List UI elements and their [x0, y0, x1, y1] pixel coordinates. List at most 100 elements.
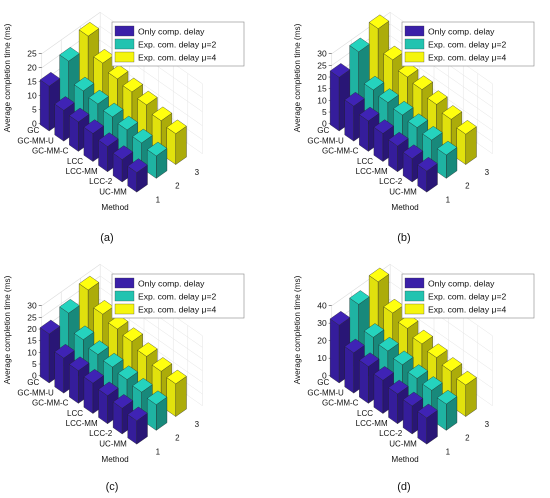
bar-face: [78, 22, 100, 37]
z-tick-label: 25: [317, 60, 327, 70]
z-tick-label: 30: [27, 301, 37, 311]
method-axis-label: Method: [101, 455, 129, 464]
legend-entry: Exp. com. delay μ=4: [428, 53, 506, 63]
bar-face: [117, 365, 139, 380]
bar-uc-mm-series-2: [436, 140, 458, 179]
bar-face: [151, 357, 173, 372]
depth-tick-label: 1: [446, 447, 451, 456]
bar-uc-mm-series-3: [456, 370, 477, 417]
bar-face: [112, 145, 134, 160]
method-axis-label: Method: [391, 203, 419, 212]
bar-face: [69, 364, 79, 404]
depth-tick-label: 3: [485, 420, 490, 429]
z-tick-label: 0: [322, 119, 327, 129]
method-tick-label: LCC-MM: [66, 419, 98, 428]
bar-face: [98, 132, 119, 147]
legend-entry: Only comp. delay: [138, 279, 205, 289]
method-tick-label: LCC: [357, 157, 373, 166]
bar-uc-mm-series-2: [436, 389, 458, 431]
bar-face: [39, 72, 61, 87]
method-tick-label: GC-MM-C: [322, 399, 359, 408]
method-tick-label: GC-MM-U: [307, 388, 344, 397]
z-tick-label: 25: [27, 49, 37, 59]
z-tick-label: 30: [317, 318, 327, 328]
bar-uc-mm-series-3: [456, 120, 477, 165]
depth-tick-label: 2: [175, 182, 180, 191]
z-tick-label: 5: [322, 107, 327, 117]
bar-face: [39, 327, 50, 384]
z-tick-label: 5: [32, 105, 37, 115]
bar-face: [422, 376, 443, 391]
bar-face: [393, 350, 414, 365]
gridline-z: [41, 12, 101, 54]
bar-face: [54, 351, 64, 394]
z-tick-label: 15: [27, 336, 37, 346]
legend-entry: Exp. com. delay μ=2: [138, 40, 216, 50]
z-tick-label: 5: [32, 359, 37, 369]
bar-face: [402, 391, 424, 407]
bar-face: [137, 342, 158, 357]
legend-entry: Exp. com. delay μ=4: [428, 305, 506, 315]
z-tick-label: 20: [317, 72, 327, 82]
legend: Only comp. delay Exp. com. delay μ=2 Exp. …: [111, 21, 245, 67]
method-tick-label: LCC-2: [379, 177, 403, 186]
bar-face: [427, 343, 448, 358]
method-tick-label: GC: [27, 378, 39, 387]
bar-uc-mm-series-3: [166, 119, 187, 165]
bar-face: [359, 359, 369, 404]
method-tick-label: LCC-MM: [356, 419, 388, 428]
bar-face: [127, 158, 148, 173]
bar-face: [412, 329, 433, 345]
depth-tick-label: 2: [465, 182, 470, 191]
bar-face: [329, 70, 340, 132]
panel-caption: (a): [100, 232, 113, 244]
bar-face: [436, 140, 458, 156]
z-tick-label: 10: [317, 95, 327, 105]
method-tick-label: GC-MM-C: [32, 147, 69, 156]
bar-face: [39, 319, 61, 335]
method-tick-label: LCC: [67, 157, 83, 166]
y-axis-label: Average completion time (ms): [3, 23, 12, 132]
bar-gc-mm-u-series-1: [54, 96, 75, 142]
legend-entry: Only comp. delay: [428, 27, 495, 37]
z-tick-label: 20: [317, 336, 327, 346]
bar-face: [69, 107, 90, 123]
bar-face: [59, 47, 80, 62]
bar-face: [59, 299, 80, 314]
bar-face: [78, 275, 100, 291]
bar-face: [393, 100, 414, 116]
bar-face: [166, 119, 187, 134]
bar-face: [69, 356, 90, 371]
y-axis-label: Average completion time (ms): [3, 275, 12, 384]
bar-face: [98, 381, 119, 396]
bar-face: [83, 119, 104, 134]
legend-swatch: [404, 25, 425, 37]
legend-entry: Only comp. delay: [428, 279, 495, 289]
bar-face: [363, 323, 385, 338]
method-tick-label: GC: [27, 126, 39, 135]
legend-swatch: [404, 38, 425, 50]
z-tick-label: 25: [27, 312, 37, 322]
bar-lcc-mm-series-1: [98, 381, 119, 425]
bar-face: [344, 92, 365, 107]
bar-gc-series-1: [329, 63, 351, 132]
bar-lcc-series-1: [373, 119, 394, 162]
y-axis-label: Average completion time (ms): [293, 275, 302, 384]
bar-face: [422, 126, 443, 141]
method-tick-label: GC: [317, 378, 329, 387]
depth-tick-label: 3: [195, 168, 200, 177]
bar-face: [117, 115, 139, 131]
z-tick-label: 20: [27, 63, 37, 73]
bars: [39, 275, 187, 445]
bar-face: [402, 144, 424, 159]
bar-face: [456, 120, 477, 135]
legend: Only comp. delay Exp. com. delay μ=2 Exp. …: [401, 273, 535, 319]
method-tick-label: LCC-MM: [356, 167, 388, 176]
bar-uc-mm-series-2: [146, 141, 168, 179]
method-tick-label: GC-MM-C: [322, 147, 359, 156]
method-tick-label: LCC-2: [379, 429, 403, 438]
legend-swatch: [404, 51, 425, 63]
z-tick-label: 0: [32, 371, 37, 381]
bar-face: [132, 378, 153, 393]
